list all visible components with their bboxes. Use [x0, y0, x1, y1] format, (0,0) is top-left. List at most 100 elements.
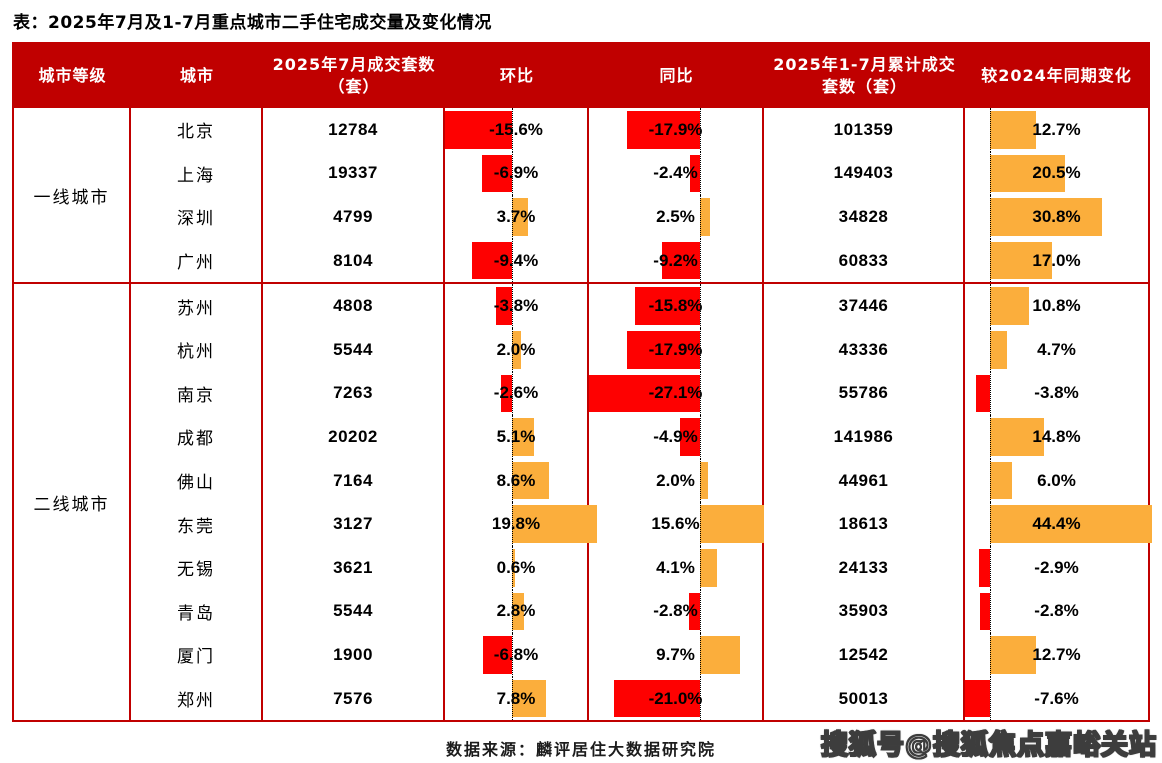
yoy-bar	[662, 241, 700, 280]
zero-line	[700, 238, 701, 283]
zero-line	[700, 415, 701, 459]
jul-volume-cell: 3127	[263, 502, 445, 546]
column-header: 城市	[179, 65, 214, 85]
zero-line	[512, 415, 513, 459]
cum_yoy-bar	[990, 287, 1030, 325]
cum_yoy-value-label: -2.8%	[1034, 601, 1079, 621]
mom-value-label: -6.9%	[493, 163, 539, 183]
yoy-value-label: -2.4%	[653, 163, 698, 183]
yoy-change-cell: 4.1%	[589, 545, 764, 590]
yoy-bar	[700, 548, 717, 587]
yoy-value-label: 9.7%	[656, 644, 695, 664]
mom-value-label: -15.6%	[489, 119, 543, 139]
zero-line	[512, 195, 513, 239]
mom-change-cell: -6.8%	[445, 633, 589, 677]
cumulative-yoy-cell: 6.0%	[965, 458, 1148, 503]
cum_yoy-value-label: 12.7%	[1032, 644, 1081, 664]
yoy-change-cell: -15.8%	[589, 284, 764, 328]
zero-line	[512, 371, 513, 416]
zero-line	[512, 151, 513, 196]
table-row: 青岛 5544 2.8% -2.8% 35903 -2.8%	[131, 589, 1148, 634]
table-row: 厦门 1900 -6.8% 9.7% 12542 12.7%	[131, 633, 1148, 677]
column-header: 同比	[659, 65, 694, 85]
mom-value-label: -3.8%	[493, 296, 539, 316]
mom-bar	[512, 548, 515, 587]
cumulative-volume-cell: 60833	[764, 238, 965, 283]
mom-value-label: 19.8%	[491, 514, 541, 534]
data-source-note: 数据来源：麟评居住大数据研究院	[445, 740, 716, 759]
zero-line	[700, 502, 701, 546]
jul-volume-cell: 3621	[263, 545, 445, 590]
mom-bar	[512, 198, 528, 236]
cumulative-volume-cell: 141986	[764, 415, 965, 459]
yoy-value-label: 2.5%	[656, 206, 695, 226]
zero-line	[512, 676, 513, 721]
yoy-change-cell: -17.9%	[589, 327, 764, 372]
cum_yoy-bar	[990, 418, 1045, 456]
cumulative-yoy-cell: -2.8%	[965, 589, 1148, 634]
yoy-change-cell: 2.0%	[589, 458, 764, 503]
yoy-bar	[613, 679, 700, 718]
cum_yoy-value-label: 12.7%	[1032, 119, 1081, 139]
mom-change-cell: 2.8%	[445, 589, 589, 634]
table-row: 无锡 3621 0.6% 4.1% 24133 -2.9%	[131, 545, 1148, 590]
zero-line	[990, 502, 991, 546]
mom-change-cell: 0.6%	[445, 545, 589, 590]
yoy-bar	[700, 636, 740, 674]
table-body: 一线城市 北京 12784 -15.6% -17.9% 101359 12.7% 上海 1933…	[14, 108, 1153, 721]
jul-volume-cell: 12784	[263, 108, 445, 152]
cumulative-volume-cell: 43336	[764, 327, 965, 372]
mom-bar	[482, 154, 512, 193]
zero-line	[990, 458, 991, 503]
zero-line	[700, 545, 701, 590]
zero-line	[512, 589, 513, 634]
cumulative-yoy-cell: 14.8%	[965, 415, 1148, 459]
yoy-bar	[688, 592, 700, 631]
cum_yoy-bar	[990, 154, 1065, 193]
yoy-change-cell: 15.6%	[589, 502, 764, 546]
yoy-change-cell: 9.7%	[589, 633, 764, 677]
zero-line	[512, 633, 513, 677]
zero-line	[700, 151, 701, 196]
yoy-value-label: -4.9%	[653, 426, 698, 446]
city-cell: 南京	[131, 371, 263, 416]
zero-line	[990, 415, 991, 459]
cum_yoy-value-label: 17.0%	[1032, 250, 1081, 270]
yoy-change-cell: -2.8%	[589, 589, 764, 634]
tier-label: 二线城市	[14, 284, 131, 721]
city-cell: 深圳	[131, 195, 263, 239]
table-row: 郑州 7576 7.8% -21.0% 50013 -7.6%	[131, 676, 1148, 721]
table-row: 上海 19337 -6.9% -2.4% 149403 20.5%	[131, 151, 1148, 196]
cumulative-volume-cell: 149403	[764, 151, 965, 196]
yoy-value-label: -9.2%	[653, 250, 698, 270]
city-cell: 北京	[131, 108, 263, 152]
cum_yoy-value-label: -2.9%	[1034, 557, 1079, 577]
mom-bar	[482, 636, 512, 674]
yoy-bar	[589, 374, 700, 413]
mom-value-label: 3.7%	[496, 206, 536, 226]
city-cell: 东莞	[131, 502, 263, 546]
table-row: 东莞 3127 19.8% 15.6% 18613 44.4%	[131, 502, 1153, 546]
mom-bar	[512, 505, 598, 543]
yoy-value-label: -2.8%	[653, 601, 698, 621]
cumulative-volume-cell: 12542	[764, 633, 965, 677]
jul-volume-cell: 1900	[263, 633, 445, 677]
watermark: 搜狐号@搜狐焦点嘉峪关站	[820, 729, 1157, 762]
table-row: 成都 20202 5.1% -4.9% 141986 14.8%	[131, 415, 1148, 459]
yoy-change-cell: -21.0%	[589, 676, 764, 721]
cum_yoy-bar	[990, 198, 1103, 236]
zero-line	[512, 284, 513, 328]
zero-line	[700, 633, 701, 677]
yoy-value-label: 15.6%	[651, 514, 700, 534]
city-cell: 苏州	[131, 284, 263, 328]
zero-line	[990, 545, 991, 590]
table-row: 广州 8104 -9.4% -9.2% 60833 17.0%	[131, 238, 1148, 283]
city-cell: 厦门	[131, 633, 263, 677]
city-cell: 郑州	[131, 676, 263, 721]
cum_yoy-value-label: 20.5%	[1032, 163, 1081, 183]
zero-line	[512, 545, 513, 590]
yoy-value-label: -15.8%	[648, 296, 703, 316]
table-row: 苏州 4808 -3.8% -15.8% 37446 10.8%	[131, 284, 1148, 328]
mom-change-cell: -6.9%	[445, 151, 589, 196]
cumulative-volume-cell: 35903	[764, 589, 965, 634]
